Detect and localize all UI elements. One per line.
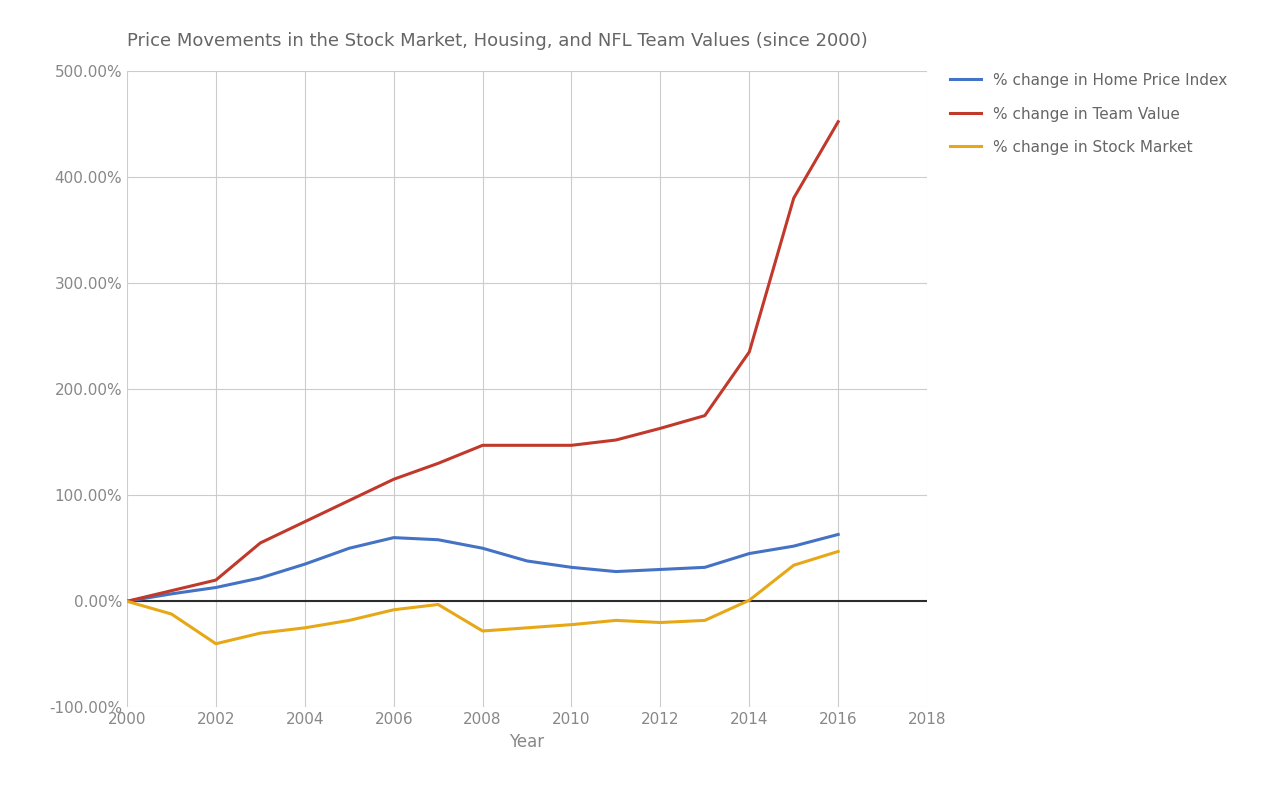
% change in Team Value bbox=[297, 517, 312, 527]
% change in Stock Market bbox=[608, 615, 624, 625]
% change in Home Price Index bbox=[253, 573, 268, 582]
% change in Home Price Index bbox=[164, 590, 179, 599]
% change in Home Price Index bbox=[786, 542, 801, 551]
% change in Team Value bbox=[386, 475, 401, 484]
% change in Stock Market bbox=[164, 609, 179, 619]
% change in Team Value bbox=[342, 496, 357, 505]
% change in Home Price Index bbox=[342, 544, 357, 553]
% change in Home Price Index bbox=[608, 567, 624, 576]
Legend: % change in Home Price Index, % change in Team Value, % change in Stock Market: % change in Home Price Index, % change i… bbox=[942, 66, 1234, 163]
% change in Home Price Index bbox=[564, 563, 579, 572]
% change in Team Value bbox=[831, 117, 846, 127]
% change in Home Price Index bbox=[208, 582, 224, 592]
% change in Team Value bbox=[475, 441, 490, 450]
X-axis label: Year: Year bbox=[509, 733, 545, 751]
% change in Home Price Index bbox=[431, 535, 446, 545]
% change in Stock Market bbox=[653, 618, 668, 627]
% change in Stock Market bbox=[431, 600, 446, 609]
Line: % change in Home Price Index: % change in Home Price Index bbox=[127, 534, 838, 601]
% change in Team Value bbox=[653, 424, 668, 433]
% change in Team Value bbox=[786, 193, 801, 203]
% change in Team Value bbox=[253, 538, 268, 548]
Line: % change in Team Value: % change in Team Value bbox=[127, 122, 838, 601]
% change in Team Value bbox=[564, 441, 579, 450]
% change in Stock Market bbox=[253, 629, 268, 638]
% change in Team Value bbox=[164, 586, 179, 596]
% change in Stock Market bbox=[519, 623, 535, 633]
% change in Team Value bbox=[697, 411, 712, 421]
% change in Home Price Index bbox=[297, 560, 312, 569]
% change in Team Value bbox=[519, 441, 535, 450]
% change in Team Value bbox=[742, 347, 757, 357]
% change in Stock Market bbox=[386, 605, 401, 615]
% change in Home Price Index bbox=[475, 544, 490, 553]
% change in Home Price Index bbox=[831, 530, 846, 539]
% change in Team Value bbox=[208, 575, 224, 585]
% change in Home Price Index bbox=[519, 556, 535, 566]
% change in Stock Market bbox=[742, 596, 757, 605]
% change in Home Price Index bbox=[119, 597, 135, 606]
% change in Home Price Index bbox=[697, 563, 712, 572]
% change in Stock Market bbox=[475, 626, 490, 636]
% change in Team Value bbox=[608, 435, 624, 445]
% change in Stock Market bbox=[697, 615, 712, 625]
% change in Stock Market bbox=[297, 623, 312, 633]
% change in Stock Market bbox=[786, 560, 801, 570]
% change in Home Price Index bbox=[742, 549, 757, 558]
% change in Home Price Index bbox=[386, 533, 401, 542]
% change in Stock Market bbox=[831, 547, 846, 556]
% change in Stock Market bbox=[342, 615, 357, 625]
% change in Team Value bbox=[119, 597, 135, 606]
% change in Stock Market bbox=[564, 620, 579, 630]
% change in Home Price Index bbox=[653, 564, 668, 574]
% change in Stock Market bbox=[119, 597, 135, 606]
% change in Team Value bbox=[431, 459, 446, 468]
Text: Price Movements in the Stock Market, Housing, and NFL Team Values (since 2000): Price Movements in the Stock Market, Hou… bbox=[127, 31, 867, 50]
% change in Stock Market bbox=[208, 639, 224, 648]
Line: % change in Stock Market: % change in Stock Market bbox=[127, 552, 838, 644]
